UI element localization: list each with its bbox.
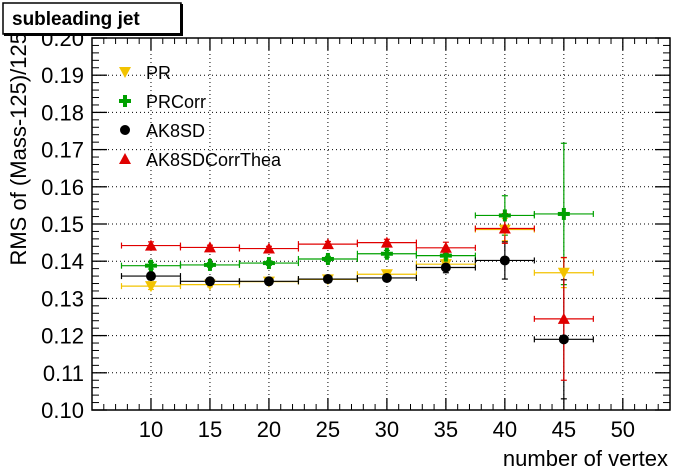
data-point-pr <box>144 281 157 293</box>
data-point-prcorr <box>144 259 157 272</box>
legend-marker-pr <box>119 67 131 78</box>
grid <box>92 38 670 410</box>
marker-cross-v <box>325 252 330 265</box>
x-axis-title: number of vertex <box>503 446 668 471</box>
data-point-ak8sd <box>322 274 333 285</box>
x-tick-label: 30 <box>375 417 399 442</box>
data-point-ak8sd <box>263 276 274 287</box>
data-point-ak8sdcorrthea <box>557 312 570 324</box>
marker-cross-v <box>502 209 507 222</box>
x-tick-label: 40 <box>493 417 517 442</box>
marker-cross-v <box>443 249 448 262</box>
data-point-prcorr <box>262 257 275 270</box>
marker-cross-v <box>148 259 153 272</box>
y-tick-label: 0.14 <box>41 249 84 274</box>
data-point-ak8sdcorrthea <box>262 242 275 254</box>
chart-title: subleading jet <box>12 9 140 30</box>
y-tick-label: 0.18 <box>41 100 84 125</box>
x-tick-label: 10 <box>139 417 163 442</box>
data-point-ak8sd <box>381 272 392 283</box>
legend-label-pr: PR <box>146 63 171 83</box>
data-point-ak8sdcorrthea <box>321 238 334 250</box>
legend-marker-ak8sd <box>120 125 130 135</box>
error-bars <box>120 142 594 400</box>
data-point-prcorr <box>498 209 511 222</box>
tick-labels: 10 15 20 25 30 35 40 45 50 0.10 0.11 0.12 0.13 0.14 0.… <box>41 26 635 442</box>
data-point-prcorr <box>203 258 216 271</box>
data-point-prcorr <box>380 247 393 260</box>
axis-ticks <box>92 37 671 411</box>
y-tick-label: 0.17 <box>41 138 84 163</box>
title-box: subleading jet <box>2 2 183 36</box>
data-point-ak8sdcorrthea <box>203 241 216 253</box>
y-tick-label: 0.13 <box>41 286 84 311</box>
marker-cross-v <box>123 95 127 107</box>
data-point-prcorr <box>439 249 452 262</box>
title-box-frame <box>2 2 182 35</box>
x-tick-label: 35 <box>434 417 458 442</box>
y-tick-label: 0.10 <box>41 398 84 423</box>
data-point-ak8sd <box>499 255 510 266</box>
legend-label-ak8sdcorrthea: AK8SDCorrThea <box>146 150 282 170</box>
data-point-ak8sd <box>558 334 569 345</box>
legend-marker-prcorr <box>119 95 131 107</box>
y-tick-label: 0.15 <box>41 212 84 237</box>
title-box-shadow-side <box>180 4 183 36</box>
data-point-ak8sd <box>440 262 451 273</box>
data-point-ak8sd <box>145 271 156 282</box>
data-point-ak8sdcorrthea <box>380 236 393 248</box>
legend-label-prcorr: PRCorr <box>146 92 206 112</box>
data-point-prcorr <box>557 207 570 220</box>
y-tick-label: 0.19 <box>41 63 84 88</box>
marker-cross-v <box>207 258 212 271</box>
y-tick-label: 0.11 <box>43 361 84 386</box>
data-point-ak8sdcorrthea <box>144 239 157 251</box>
x-tick-label: 20 <box>257 417 281 442</box>
data-point-prcorr <box>321 252 334 265</box>
y-tick-label: 0.16 <box>41 175 84 200</box>
x-tick-label: 45 <box>552 417 576 442</box>
data-point-ak8sdcorrthea <box>439 241 452 253</box>
y-axis-title: RMS of (Mass-125)/125 <box>6 32 31 266</box>
legend-marker-ak8sdcorrthea <box>119 153 131 164</box>
data-points <box>144 207 570 345</box>
data-point-ak8sd <box>204 276 215 287</box>
legend-label-ak8sd: AK8SD <box>146 121 205 141</box>
data-point-pr <box>557 267 570 279</box>
marker-cross-v <box>266 257 271 270</box>
marker-cross-v <box>561 207 566 220</box>
x-tick-label: 50 <box>611 417 635 442</box>
title-box-shadow <box>4 33 182 36</box>
x-tick-label: 25 <box>316 417 340 442</box>
legend: PR PRCorr AK8SD AK8SDCorrThea <box>119 63 282 170</box>
data-point-ak8sdcorrthea <box>498 222 511 234</box>
x-tick-label: 15 <box>198 417 222 442</box>
marker-cross-v <box>384 247 389 260</box>
y-tick-label: 0.12 <box>41 324 84 349</box>
